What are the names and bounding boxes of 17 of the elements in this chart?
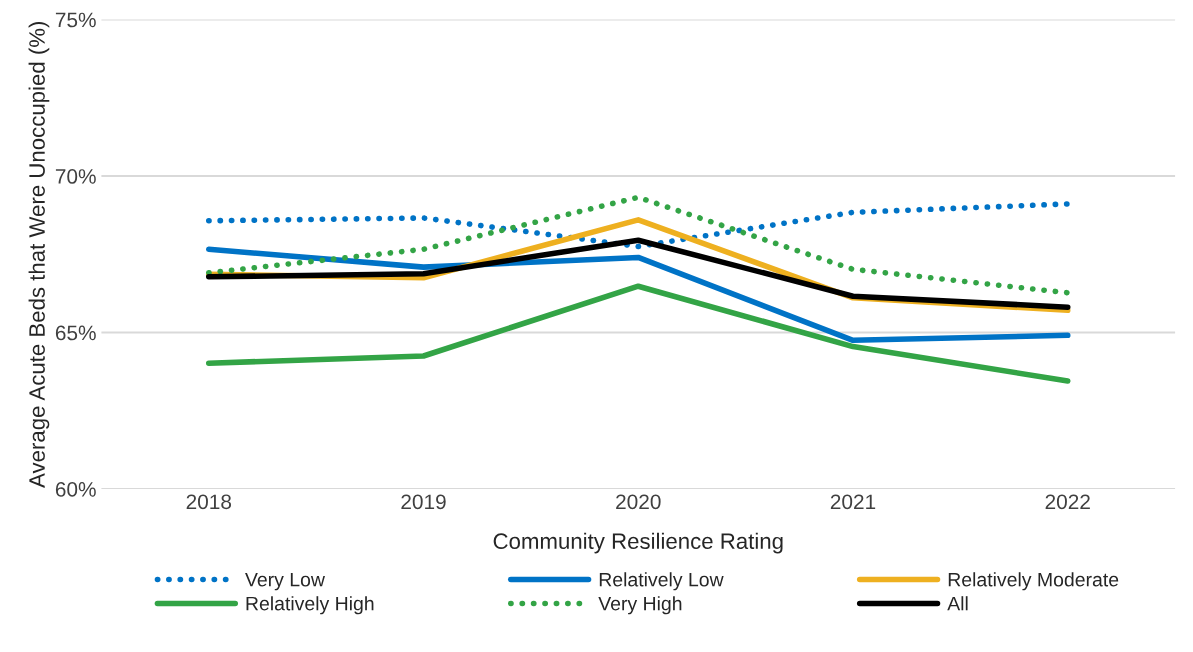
y-tick-label: 65% <box>55 325 96 341</box>
x-tick-label: 2020 <box>616 494 661 510</box>
legend-label: Relatively Moderate <box>948 572 1119 591</box>
legend-label: All <box>947 596 968 611</box>
y-tick-label: 60% <box>55 482 96 497</box>
y-tick-label: 75% <box>55 12 96 28</box>
x-tick-label: 2022 <box>1045 494 1090 510</box>
y-axis-title: Average Acute Beds that Were Unoccupied (%) <box>28 21 50 488</box>
x-tick-label: 2019 <box>401 494 446 510</box>
legend-label: Very High <box>598 596 682 615</box>
x-axis-title: Community Resilience Rating <box>493 532 783 554</box>
x-tick-label: 2018 <box>186 494 232 510</box>
legend-label: Relatively High <box>246 596 374 615</box>
y-tick-label: 70% <box>55 169 96 184</box>
legend-label: Very Low <box>245 572 325 591</box>
x-tick-label: 2021 <box>830 494 876 510</box>
legend-label: Relatively Low <box>599 572 724 591</box>
